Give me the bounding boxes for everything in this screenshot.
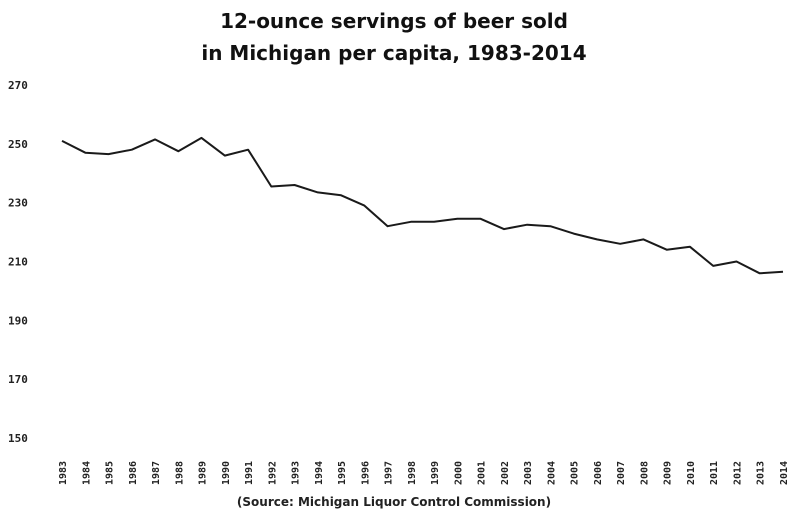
- series-line: [61, 136, 784, 275]
- x-tick-label: 2008: [639, 461, 650, 485]
- x-tick-label: 1996: [360, 461, 371, 485]
- y-tick-label: 250: [8, 138, 28, 151]
- x-tick-label: 1995: [337, 461, 348, 485]
- x-tick-label: 1984: [81, 461, 92, 485]
- y-tick-label: 150: [8, 432, 28, 445]
- x-tick-label: 1993: [291, 461, 302, 485]
- x-tick-label: 2011: [709, 461, 720, 485]
- x-tick-label: 1994: [314, 461, 325, 485]
- x-tick-label: 2000: [453, 461, 464, 485]
- x-tick-label: 2006: [593, 461, 604, 485]
- x-tick-label: 2014: [779, 461, 788, 485]
- x-tick-label: 2003: [523, 461, 534, 485]
- y-tick-label: 210: [8, 256, 28, 269]
- x-tick-label: 1997: [384, 461, 395, 485]
- y-tick-label: 270: [8, 79, 28, 92]
- x-tick-label: 1999: [430, 461, 441, 485]
- x-tick-label: 1986: [128, 461, 139, 485]
- y-tick-label: 230: [8, 197, 28, 210]
- x-tick-label: 1990: [221, 461, 232, 485]
- x-tick-label: 2007: [616, 461, 627, 485]
- chart-title-line-1: 12-ounce servings of beer sold: [220, 9, 568, 33]
- x-tick-label: 1998: [407, 461, 418, 485]
- x-tick-label: 1987: [151, 461, 162, 485]
- x-tick-label: 1989: [198, 461, 209, 485]
- x-tick-label: 2009: [663, 461, 674, 485]
- x-tick-label: 2002: [500, 461, 511, 485]
- x-tick-label: 2010: [686, 461, 697, 485]
- x-tick-label: 2005: [570, 461, 581, 485]
- x-tick-label: 1983: [58, 461, 69, 485]
- source-note: (Source: Michigan Liquor Control Commiss…: [236, 495, 552, 509]
- x-tick-label: 2001: [477, 461, 488, 485]
- x-tick-label: 2012: [732, 461, 743, 485]
- y-tick-label: 170: [8, 373, 28, 386]
- x-tick-label: 2004: [546, 461, 557, 485]
- x-tick-label: 1985: [105, 461, 116, 485]
- x-tick-label: 1988: [174, 461, 185, 485]
- x-tick-label: 1991: [244, 461, 255, 485]
- y-tick-label: 190: [8, 314, 28, 327]
- chart-title-line-2: in Michigan per capita, 1983-2014: [201, 41, 587, 65]
- x-tick-label: 1992: [267, 461, 278, 485]
- x-tick-label: 2013: [756, 461, 767, 485]
